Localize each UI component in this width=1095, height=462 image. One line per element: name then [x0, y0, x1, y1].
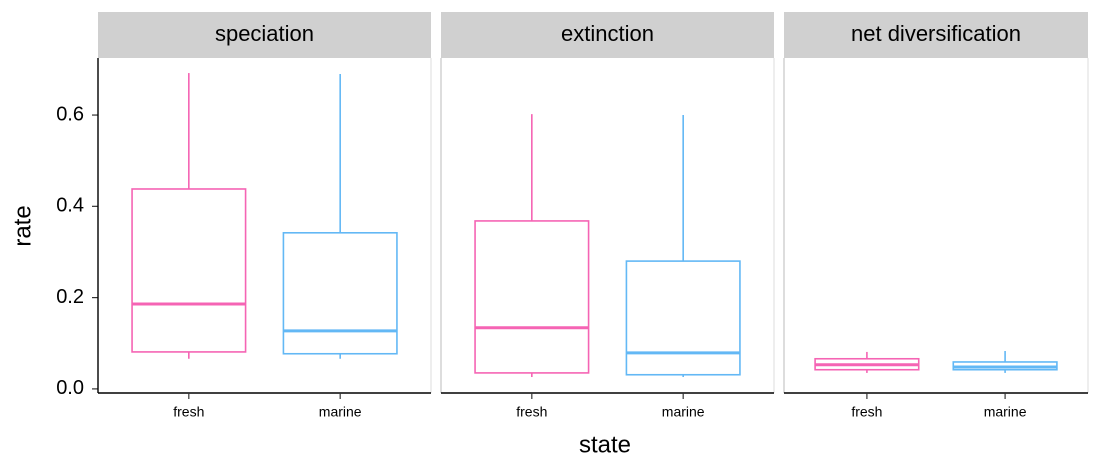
strip [441, 12, 774, 58]
x-tick-label: marine [319, 404, 362, 420]
y-tick-label: 0.0 [56, 377, 84, 399]
box [625, 260, 741, 376]
facet-title: net diversification [851, 21, 1021, 46]
x-tick-label: fresh [851, 404, 882, 420]
box [474, 220, 590, 374]
y-axis-title: rate [9, 205, 36, 246]
strip [98, 12, 431, 58]
x-axis-title: state [579, 431, 631, 458]
x-tick-label: fresh [516, 404, 547, 420]
strip [784, 12, 1088, 58]
facet-title: speciation [215, 21, 314, 46]
x-tick-label: marine [984, 404, 1027, 420]
x-tick-label: marine [662, 404, 705, 420]
y-tick-label: 0.2 [56, 286, 84, 308]
box [131, 188, 247, 353]
y-tick-label: 0.4 [56, 195, 84, 217]
y-tick-label: 0.6 [56, 103, 84, 125]
x-tick-label: fresh [173, 404, 204, 420]
box [282, 232, 398, 355]
facet-title: extinction [561, 21, 654, 46]
